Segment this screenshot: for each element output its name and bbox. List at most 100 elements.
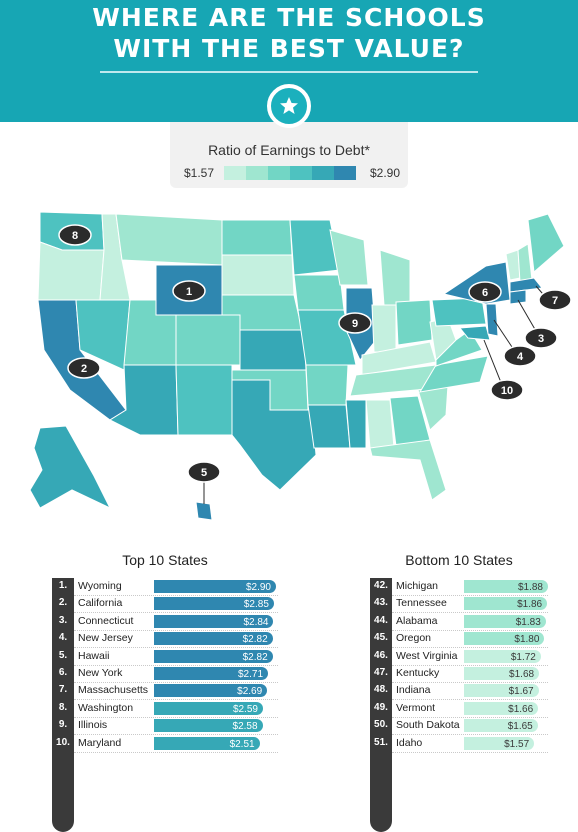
bottom-10-value-label: $1.66 [508, 703, 534, 715]
top-10-row-divider [74, 699, 278, 701]
title-line-2: WITH THE BEST VALUE? [113, 34, 465, 63]
bottom-10-rank: 51. [374, 736, 388, 748]
map-state-ohio [395, 299, 433, 346]
map-marker-8: 8 [58, 224, 92, 246]
top-10-bar [154, 701, 263, 715]
bottom-10-value-label: $1.72 [510, 651, 536, 663]
bottom-10-value-label: $1.57 [504, 738, 530, 750]
top-10-state-label: New York [78, 667, 123, 679]
top-10-row-divider [74, 595, 278, 596]
bottom-10-row: 49. Vermont $1.66 [370, 700, 548, 718]
map-state-minnesota [289, 219, 341, 276]
top-10-title: Top 10 States [122, 552, 208, 568]
title-divider [100, 71, 478, 73]
top-10-bar-track: $2.90 [154, 580, 276, 593]
top-10-bar-track: $2.51 [154, 736, 276, 750]
bottom-10-row-divider [392, 647, 548, 649]
bottom-10-value-label: $1.65 [507, 721, 533, 733]
star-icon [267, 84, 311, 128]
map-state-mississippi [345, 399, 367, 449]
top-10-rank: 10. [56, 736, 70, 748]
map-marker-2: 2 [67, 357, 101, 379]
bottom-10-rank: 44. [374, 614, 388, 626]
legend-min: $1.57 [184, 166, 215, 180]
map-state-south-dakota [221, 254, 295, 296]
svg-text:6: 6 [482, 287, 488, 299]
bottom-10-row: 43. Tennessee $1.86 [370, 595, 548, 614]
top-10-value-label: $2.71 [237, 669, 264, 680]
svg-text:4: 4 [517, 351, 524, 363]
map-state-maine [527, 213, 565, 273]
legend-swatch-6 [334, 166, 356, 180]
bottom-10-row-divider [392, 716, 548, 718]
map-state-oregon [37, 241, 105, 301]
svg-text:3: 3 [538, 333, 544, 345]
top-10-row: 8. Washington $2.59 [52, 700, 278, 718]
top-10-bar-track: $2.59 [154, 701, 276, 715]
page-title: WHERE ARE THE SCHOOLS WITH THE BEST VALU… [0, 0, 578, 64]
top-10-value-label: $2.69 [237, 686, 263, 698]
bottom-10-bar-track: $1.72 [464, 649, 548, 663]
map-state-north-dakota [221, 219, 293, 256]
bottom-10-row: 42. Michigan $1.88 [370, 578, 548, 596]
bottom-10-rank: 43. [374, 597, 388, 609]
bottom-10-bar-track: $1.57 [464, 736, 548, 750]
bottom-10-bar [464, 614, 546, 628]
map-state-iowa [293, 274, 345, 311]
top-10-bar [154, 649, 273, 663]
top-10-value-label: $2.84 [243, 616, 269, 628]
map-state-new-hampshire [517, 243, 533, 283]
top-10-value-label: $2.58 [232, 721, 258, 733]
top-10-list: 1. Wyoming $2.90 2. California $2.85 3. Connect… [52, 578, 278, 832]
bottom-10-rank: 47. [374, 667, 388, 678]
top-10-rank: 2. [58, 597, 68, 609]
top-10-bar [154, 580, 276, 593]
bottom-10-state-label: Vermont [396, 701, 436, 714]
top-10-row-divider [74, 734, 278, 736]
bottom-10-bar [464, 736, 535, 750]
top-10-bar-track: $2.85 [154, 597, 276, 611]
bottom-10-bar-track: $1.66 [464, 701, 548, 715]
bottom-10-bar [464, 719, 538, 733]
bottom-10-row-divider [392, 734, 548, 736]
top-10-state-label: Illinois [78, 719, 108, 732]
top-10-rank: 9. [58, 719, 68, 731]
bottom-10-list: 42. Michigan $1.88 43. Tennessee $1.86 44. Alab… [370, 578, 548, 832]
top-10-bar-track: $2.82 [154, 649, 276, 663]
top-10-row: 2. California $2.85 [52, 595, 278, 614]
bottom-10-bar [464, 649, 541, 663]
bottom-10-state-label: West Virginia [396, 649, 458, 662]
top-10-bar [154, 667, 268, 680]
bottom-10-rank: 45. [374, 632, 388, 644]
bottom-10-row: 47. Kentucky $1.68 [370, 665, 548, 683]
map-state-hawaii [195, 501, 213, 521]
top-10-bar [154, 614, 274, 628]
bottom-10-row-divider [392, 595, 548, 596]
bottom-10-bar-track: $1.68 [464, 667, 548, 680]
bottom-10-state-label: Idaho [396, 736, 423, 749]
top-10-rank-spine [52, 578, 74, 832]
map-state-connecticut [509, 289, 527, 305]
map-state-michigan [379, 249, 411, 306]
map-state-virginia [435, 329, 483, 367]
legend-swatch-4 [290, 166, 312, 180]
map-state-colorado [175, 314, 241, 366]
bottom-10-state-label: Oregon [396, 632, 432, 645]
bottom-10-bar [464, 701, 539, 715]
top-10-row: 9. Illinois $2.58 [52, 717, 278, 736]
top-10-bar-track: $2.84 [154, 614, 276, 628]
top-10-state-label: California [78, 597, 123, 610]
svg-text:10: 10 [501, 385, 513, 397]
top-10-rank: 7. [58, 684, 68, 696]
bottom-10-row-divider [392, 664, 548, 666]
bottom-10-rank: 46. [374, 649, 388, 661]
top-10-row-divider [74, 664, 278, 666]
bottom-10-bar [464, 632, 545, 646]
bottom-10-bar-track: $1.83 [464, 614, 548, 628]
legend-max: $2.90 [369, 166, 400, 180]
top-10-state-label: Connecticut [78, 614, 134, 627]
bottom-10-row-divider [392, 682, 548, 683]
bottom-10-state-label: Kentucky [396, 667, 440, 679]
top-10-bar [154, 719, 263, 733]
map-marker-6: 6 [468, 281, 502, 303]
